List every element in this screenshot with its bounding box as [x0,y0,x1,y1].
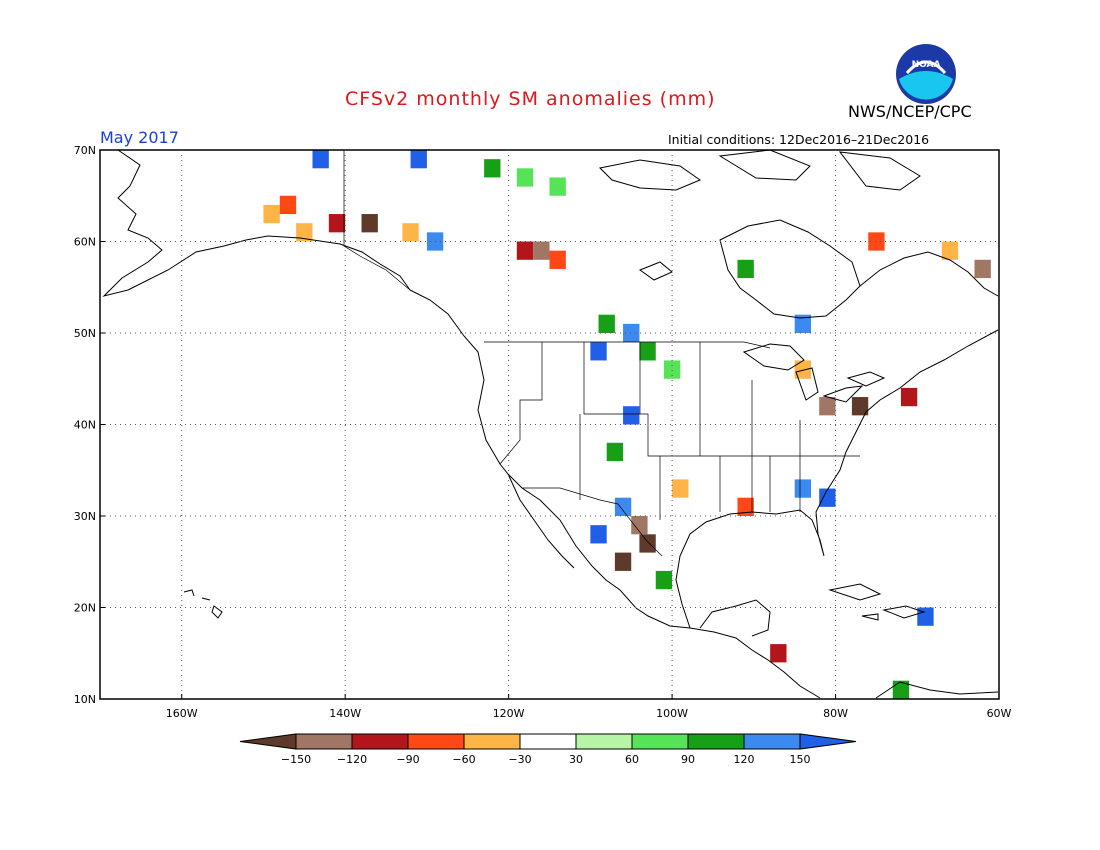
lon-label: 120W [493,707,525,720]
legend-tick-label: −120 [337,753,367,766]
anomaly-cell [868,232,885,251]
anomaly-cell [770,644,787,663]
anomaly-cell [549,177,566,196]
legend-tick-label: −30 [508,753,531,766]
anomaly-cell [794,314,812,333]
anomaly-cell [655,570,673,590]
anomaly-cell [672,479,689,498]
anomaly-cell [410,150,427,169]
anomaly-cell [516,168,534,187]
noaa-logo-icon: NOAA [896,44,956,104]
anomaly-cell [426,232,444,251]
lon-label: 80W [823,707,848,720]
agency-label: NWS/NCEP/CPC [848,102,972,121]
anomaly-cell [279,195,297,215]
lon-label: 100W [656,707,688,720]
map-frame [99,149,1000,700]
anomaly-cell [590,525,607,544]
legend-swatch [743,733,801,750]
anomaly-cell [296,223,313,242]
legend-swatch [575,733,633,750]
anomaly-cell [851,397,869,416]
anomaly-cell [737,497,754,516]
anomaly-cells [263,150,991,699]
political-borders [343,150,860,557]
legend-swatch [519,733,577,750]
initial-conditions-label: Initial conditions: 12Dec2016–21Dec2016 [668,132,930,147]
legend-swatch [631,733,689,750]
legend-swatch [351,733,409,750]
anomaly-cell [516,241,534,260]
longitude-labels: 160W 140W 120W 100W 80W 60W [166,694,1012,720]
graticule [100,150,999,699]
anomaly-cell [819,488,836,507]
legend-swatch [687,733,745,750]
legend-tick-label: 150 [790,753,811,766]
legend-tick-label: 30 [569,753,583,766]
anomaly-cell [974,259,991,279]
legend-arrow-low [239,733,297,750]
legend-tick-label: −90 [396,753,419,766]
anomaly-cell [900,387,918,407]
anomaly-cell [361,214,378,233]
anomaly-cell [606,442,624,462]
anomaly-cell [402,223,419,242]
legend-tick-label: 120 [734,753,755,766]
color-legend: −150 −120 −90 −60 −30 30 60 90 120 150 [239,733,857,766]
anomaly-cell [819,397,836,416]
lon-label: 60W [987,707,1012,720]
anomaly-cell [312,150,329,169]
legend-tick-label: 60 [625,753,639,766]
lat-label: 70N [74,144,96,157]
legend-tick-label: 90 [681,753,695,766]
chart-title: CFSv2 monthly SM anomalies (mm) [345,88,716,110]
legend-swatch [407,733,465,750]
legend-tick-label: −150 [281,753,311,766]
anomaly-cell [794,479,812,498]
anomaly-cell [590,342,607,361]
lat-label: 40N [74,419,96,432]
legend-arrow-high [799,733,857,750]
lat-label: 50N [74,327,96,340]
anomaly-cell [941,241,959,260]
anomaly-cell [484,159,501,178]
lon-label: 140W [329,707,361,720]
anomaly-cell [631,516,648,535]
anomaly-cell [623,323,640,343]
anomaly-cell [737,259,754,279]
anomaly-cell [614,552,632,571]
coastlines [102,149,999,699]
logo-text: NOAA [912,60,941,70]
legend-tick-label: −60 [452,753,475,766]
anomaly-cell [533,241,550,260]
anomaly-cell [639,534,656,553]
anomaly-cell [598,314,615,333]
anomaly-cell [917,607,934,626]
legend-swatch [463,733,521,750]
legend-swatch [295,733,353,750]
anomaly-cell [892,680,910,699]
anomaly-cell [263,204,280,224]
valid-month-label: May 2017 [100,128,179,147]
lon-label: 160W [166,707,198,720]
lat-label: 60N [74,236,96,249]
anomaly-cell [328,214,346,233]
lat-label: 30N [74,510,96,523]
anomaly-cell [614,497,632,516]
anomaly-cell [639,342,656,361]
lat-label: 10N [74,693,96,706]
anomaly-cell [663,360,681,379]
lat-label: 20N [74,602,96,615]
anomaly-cell [549,250,566,269]
anomaly-cell [794,360,812,379]
anomaly-cell [623,406,640,425]
latitude-labels: 70N 60N 50N 40N 30N 20N 10N [74,144,105,706]
